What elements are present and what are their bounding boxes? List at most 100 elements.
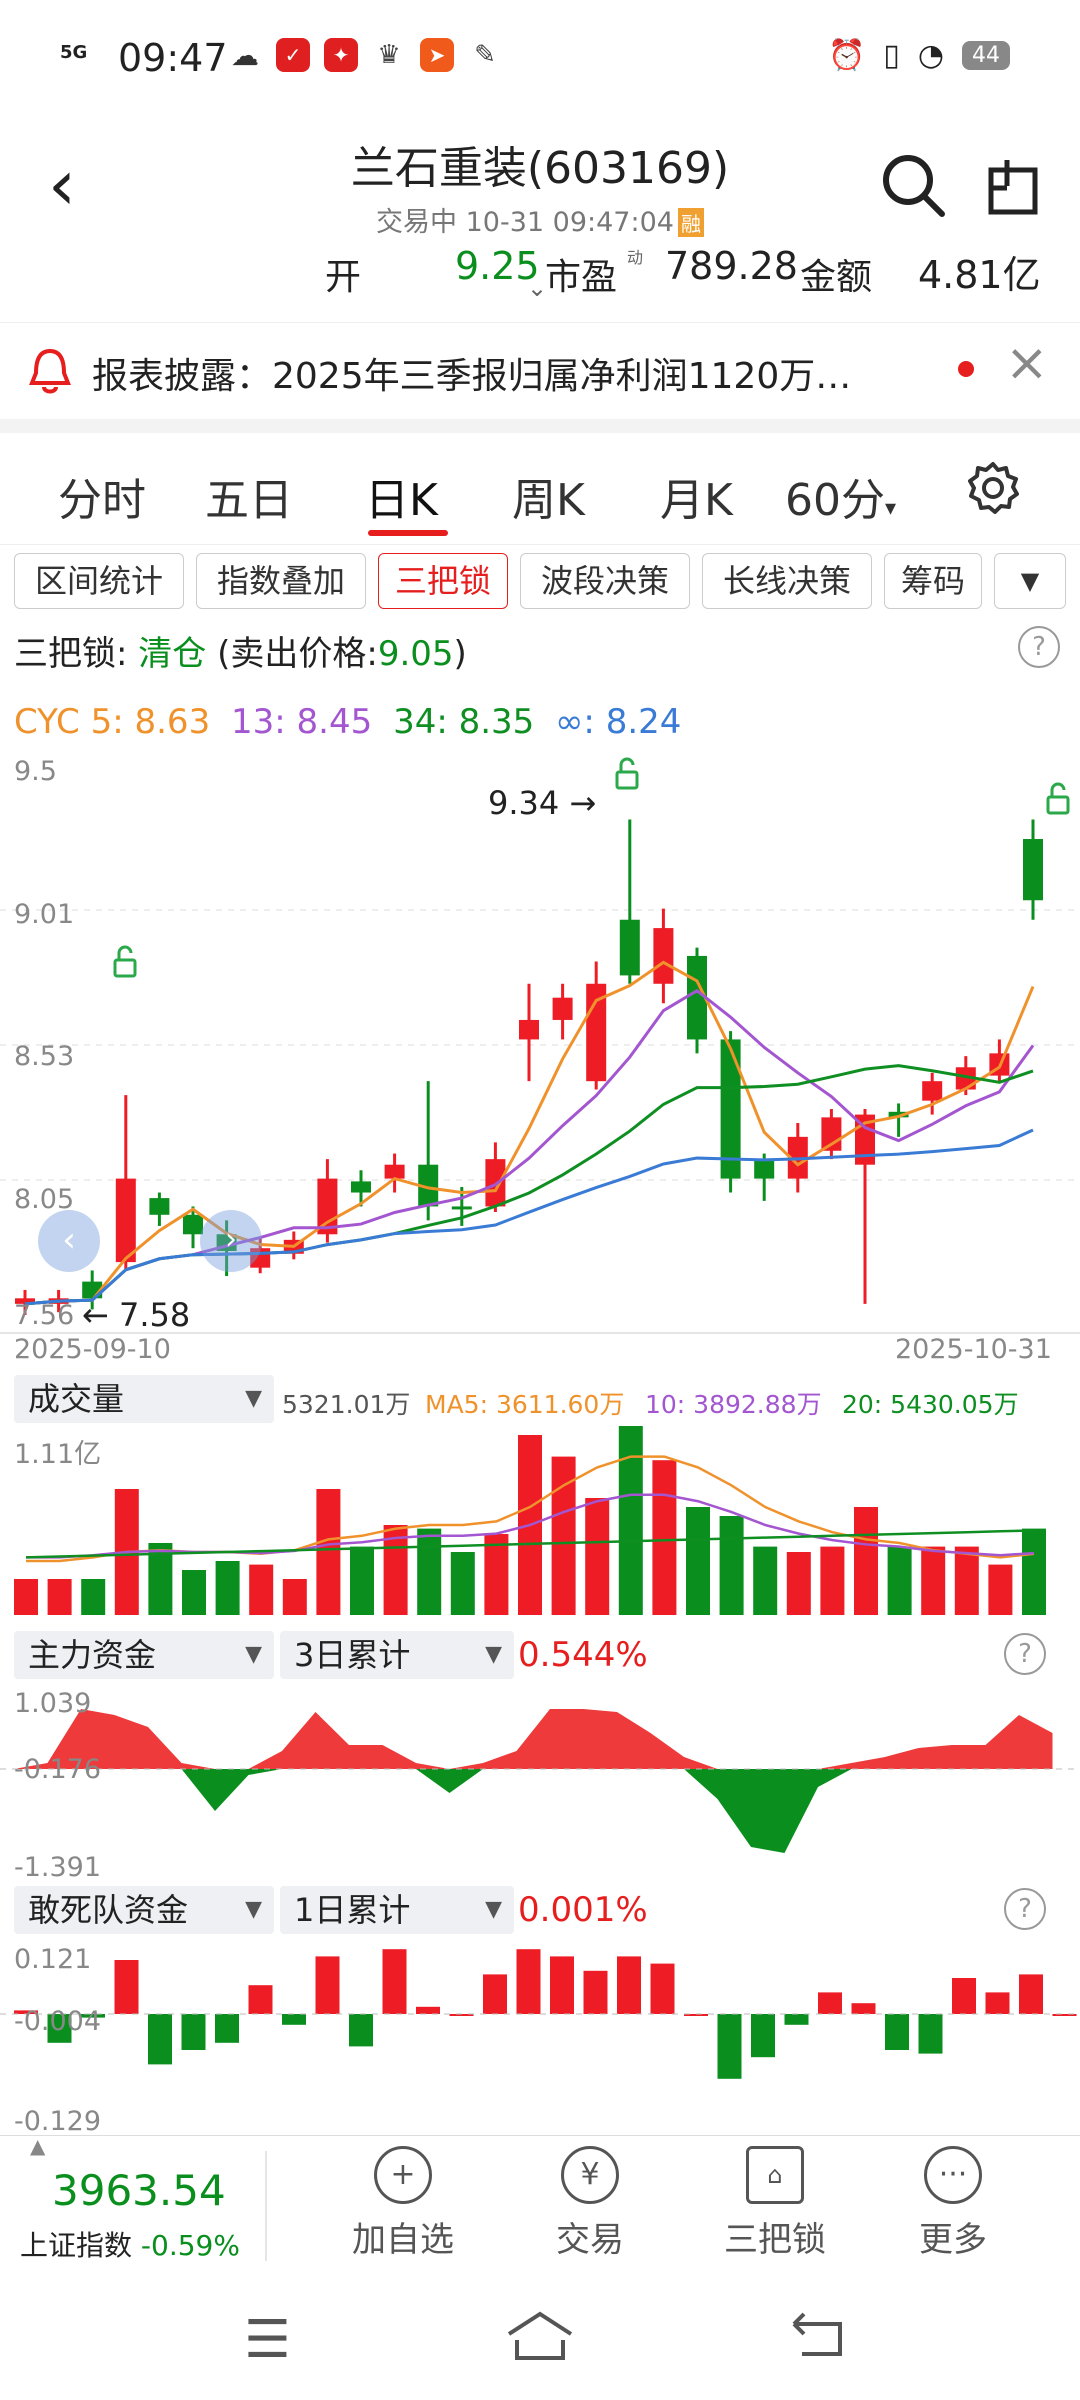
scroll-left-handle-icon[interactable]: ‹ <box>38 1210 100 1272</box>
tab-60min-label: 60分 <box>785 475 885 526</box>
candle-body <box>115 1178 136 1263</box>
chip-range-stats[interactable]: 区间统计 <box>14 553 184 609</box>
back-button[interactable]: ‹ <box>48 144 76 226</box>
index-name[interactable]: 上证指数 -0.59% <box>20 2229 240 2262</box>
volume-bar <box>551 1456 576 1615</box>
open-value: 9.25 <box>455 244 540 288</box>
unread-dot <box>958 361 974 377</box>
low-annotation: ← 7.58 <box>82 1296 191 1334</box>
tab-intraday[interactable]: 分时 <box>58 475 146 526</box>
more-label: 更多 <box>919 2220 987 2260</box>
lock-marker-icon <box>1046 795 1070 815</box>
trade-button[interactable]: ¥ 交易 <box>525 2146 655 2261</box>
dare-force-bar <box>181 2014 206 2050</box>
candle-body <box>149 1198 170 1215</box>
main-force-help-icon[interactable]: ? <box>1004 1633 1046 1675</box>
dare-force-period-selector[interactable]: 1日累计 ▼ <box>280 1886 514 1934</box>
volume-bar <box>854 1507 878 1615</box>
network-indicator: 5G <box>60 42 88 63</box>
dare-force-value: 0.001% <box>518 1890 648 1930</box>
trade-status: 交易中 10-31 09:47:04 融 <box>0 200 1080 239</box>
lock-help-icon[interactable]: ? <box>1018 626 1060 668</box>
index-value[interactable]: 3963.54 <box>52 2166 226 2215</box>
volume-selector[interactable]: 成交量 ▼ <box>14 1375 274 1423</box>
dare-force-bar <box>650 1963 675 2014</box>
y-tick-bottom: 7.56 <box>14 1300 75 1331</box>
dare-force-ybottom: -0.129 <box>14 2106 102 2137</box>
dare-force-selector[interactable]: 敢死队资金 ▼ <box>14 1886 274 1934</box>
main-force-selector[interactable]: 主力资金 ▼ <box>14 1631 274 1679</box>
dare-force-bar <box>483 1974 507 2014</box>
home-icon[interactable] <box>505 2310 575 2362</box>
volume-bar <box>1022 1528 1046 1615</box>
main-force-period-selector[interactable]: 3日累计 ▼ <box>280 1631 514 1679</box>
volume-bar <box>585 1498 610 1615</box>
back-nav-icon[interactable] <box>790 2310 850 2362</box>
settings-gear-icon[interactable] <box>965 460 1021 516</box>
margin-badge: 融 <box>677 208 704 237</box>
tab-daily-k[interactable]: 日K <box>365 475 438 526</box>
dare-force-bar <box>952 1978 976 2014</box>
wifi-icon: ◔ <box>917 38 944 73</box>
chip-chips-dist[interactable]: 筹码 <box>884 553 982 609</box>
tab-weekly-k[interactable]: 周K <box>512 475 585 526</box>
three-locks-button[interactable]: ⌂ 三把锁 <box>710 2146 840 2261</box>
dare-force-bar <box>985 1992 1010 2014</box>
system-navigation: ☰ <box>0 2265 1080 2400</box>
lock-stack-icon: ⌂ <box>746 2146 804 2204</box>
tab-five-day[interactable]: 五日 <box>205 475 293 526</box>
tab-monthly-k[interactable]: 月K <box>660 475 733 526</box>
feather-icon: ✎ <box>474 40 496 70</box>
volume-ma10: 10: 3892.88万 <box>645 1390 822 1419</box>
dare-force-bar <box>550 1956 574 2014</box>
volume-bar <box>988 1564 1013 1615</box>
volume-bar <box>282 1579 307 1615</box>
expand-chevron-icon[interactable]: ⌄ <box>527 274 548 302</box>
layout-switch-icon[interactable] <box>985 156 1041 216</box>
volume-bar <box>887 1546 912 1615</box>
y-tick-3: 8.53 <box>14 1041 75 1072</box>
tab-60min[interactable]: 60分▾ <box>785 464 896 528</box>
candle-body <box>15 1298 35 1304</box>
app-icon-orange: ➤ <box>420 38 454 72</box>
chip-long-decision[interactable]: 长线决策 <box>702 553 872 609</box>
dropdown-icon: ▼ <box>245 1642 262 1667</box>
index-up-arrow-icon: ▲ <box>30 2134 46 2158</box>
candle-body <box>418 1164 439 1207</box>
dare-force-bar <box>449 2014 474 2016</box>
more-button[interactable]: ··· 更多 <box>888 2146 1018 2261</box>
report-notice[interactable]: 报表披露：2025年三季报归属净利润1120万… × <box>0 322 1080 433</box>
menu-icon[interactable]: ☰ <box>244 2310 291 2370</box>
dropdown-icon: ▾ <box>885 496 897 521</box>
volume-ma20-line <box>25 1529 1035 1559</box>
main-force-value: 0.544% <box>518 1635 648 1675</box>
kline-chart[interactable] <box>0 755 1080 1355</box>
lock-detail-prefix: (卖出价格: <box>217 634 378 674</box>
app-icon-red2: ✦ <box>324 38 358 72</box>
dare-force-bar <box>818 1992 842 2014</box>
close-icon[interactable]: × <box>1005 333 1049 393</box>
stock-header: ‹ 兰石重装(603169) 交易中 10-31 09:47:04 融 <box>0 110 1080 260</box>
add-watchlist-button[interactable]: + 加自选 <box>338 2146 468 2261</box>
volume-bar <box>719 1516 744 1615</box>
scroll-right-handle-icon[interactable]: › <box>200 1210 262 1272</box>
pe-value: 789.28 <box>665 244 798 288</box>
chip-more-dropdown-icon[interactable]: ▼ <box>994 553 1066 609</box>
dare-force-help-icon[interactable]: ? <box>1004 1888 1046 1930</box>
dare-force-bar <box>516 1949 541 2014</box>
volume-bar <box>753 1546 778 1615</box>
main-force-inflow-area <box>14 1709 1053 1769</box>
dare-force-bar <box>315 1956 340 2014</box>
volume-ymax: 1.11亿 <box>14 1439 102 1470</box>
chip-wave-decision[interactable]: 波段决策 <box>520 553 690 609</box>
dare-force-bar <box>751 2014 775 2058</box>
crown-icon: ♛ <box>377 40 401 70</box>
search-icon[interactable] <box>880 152 948 220</box>
chip-three-locks[interactable]: 三把锁 <box>378 553 508 609</box>
lock-price: 9.05 <box>377 634 454 674</box>
main-force-selector-label: 主力资金 <box>28 1636 157 1674</box>
three-locks-label: 三把锁 <box>724 2220 826 2260</box>
alarm-icon: ⏰ <box>827 38 866 73</box>
battery-icon: 44 <box>962 41 1010 70</box>
chip-index-overlay[interactable]: 指数叠加 <box>196 553 366 609</box>
